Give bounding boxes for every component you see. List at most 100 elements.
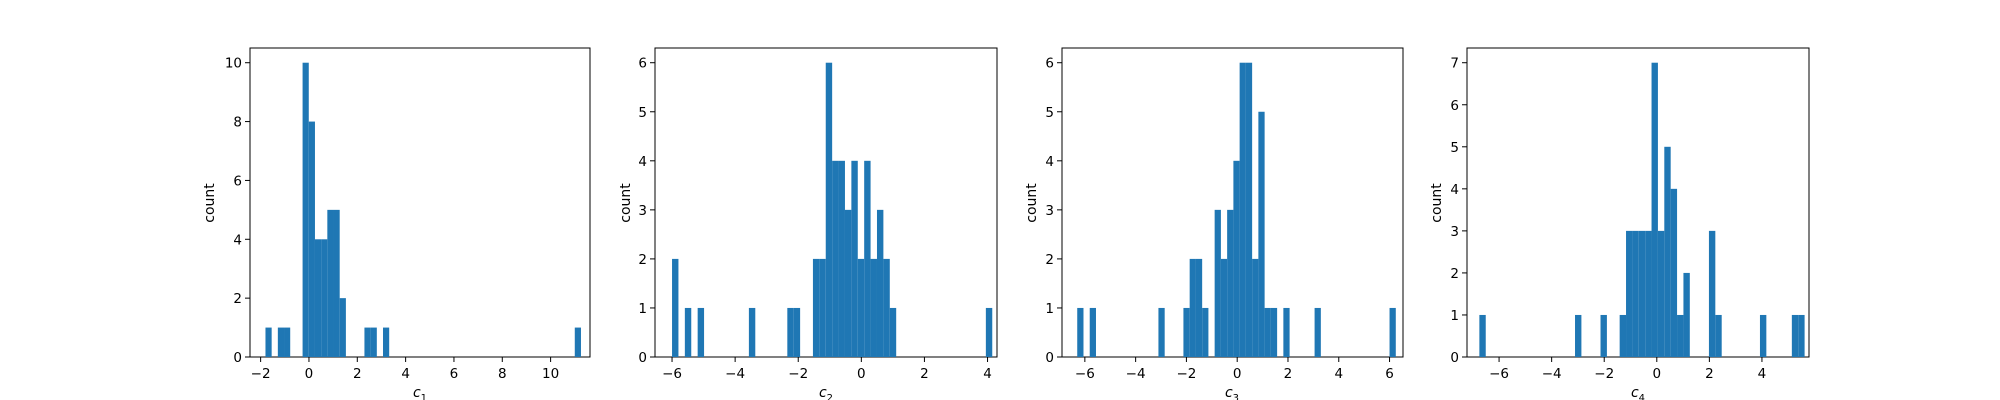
- x-ticks-group: −6 −4 −2 0 2 4: [662, 357, 992, 382]
- x-tick-label: −6: [1075, 366, 1095, 382]
- x-tick-label: −2: [788, 366, 808, 382]
- histogram-bar: [321, 239, 328, 357]
- histogram-bar: [748, 307, 756, 357]
- histogram-bar: [1077, 307, 1084, 357]
- y-ticks-group: 0 1 2 3 4 5 6 7: [1450, 56, 1467, 366]
- y-tick-label: 2: [638, 252, 647, 268]
- y-tick-label: 2: [233, 291, 242, 307]
- x-ticks-group: −2 0 2 4 6 8 10: [251, 357, 559, 382]
- histogram-bar: [327, 209, 334, 357]
- y-tick-label: 5: [1045, 105, 1054, 121]
- histogram-bar: [1715, 314, 1722, 357]
- histogram-bar: [883, 258, 890, 357]
- histogram-bar: [889, 307, 897, 357]
- histogram-bar: [1220, 258, 1228, 357]
- y-tick-label: 2: [1450, 266, 1459, 282]
- y-tick-label: 8: [233, 115, 242, 131]
- y-tick-label: 1: [1045, 301, 1054, 317]
- y-axis-label: count: [618, 183, 634, 223]
- histogram-bar: [1657, 230, 1665, 357]
- histogram-bar: [1239, 62, 1246, 358]
- bars-group: [672, 62, 993, 358]
- histogram-bar: [787, 307, 794, 357]
- histogram-bar: [383, 327, 390, 357]
- x-tick-label: 6: [450, 366, 459, 382]
- histogram-bar: [876, 209, 884, 357]
- histogram-bar: [370, 327, 377, 357]
- x-axis-label: c3: [1225, 385, 1239, 400]
- y-tick-label: 0: [1450, 350, 1459, 366]
- x-tick-label: 4: [1334, 366, 1343, 382]
- y-tick-label: 0: [1045, 350, 1054, 366]
- x-tick-label: −4: [1542, 366, 1562, 382]
- histogram-bar: [793, 307, 801, 357]
- histogram-panel-c1: −2 0 2 4 6 8 10 0 2 4 6 8 10 c1 count: [202, 47, 591, 400]
- y-axis-label: count: [1429, 183, 1445, 223]
- y-tick-label: 3: [1450, 224, 1459, 240]
- histogram-bar: [1708, 230, 1716, 357]
- x-tick-label: 0: [1233, 366, 1242, 382]
- histogram-bar: [277, 327, 285, 357]
- y-tick-label: 4: [1045, 154, 1054, 170]
- x-axis-label-base: c: [819, 385, 827, 400]
- x-tick-label: −6: [1489, 366, 1509, 382]
- histogram-bar: [870, 258, 877, 357]
- x-tick-label: −2: [251, 366, 271, 382]
- histogram-bar: [1264, 307, 1271, 357]
- y-tick-label: 5: [1450, 140, 1459, 156]
- y-ticks-group: 0 2 4 6 8 10: [225, 56, 250, 366]
- y-tick-label: 6: [1045, 56, 1054, 72]
- y-tick-label: 4: [1450, 182, 1459, 198]
- x-ticks-group: −6 −4 −2 0 2 4 6: [1075, 357, 1394, 382]
- histogram-bar: [1600, 314, 1607, 357]
- histogram-bar: [812, 258, 820, 357]
- histogram-bar: [574, 327, 581, 357]
- y-tick-label: 4: [233, 232, 242, 248]
- x-tick-label: −4: [1126, 366, 1146, 382]
- histogram-bar: [1626, 230, 1633, 357]
- histogram-bar: [265, 327, 272, 357]
- x-tick-label: 10: [542, 366, 559, 382]
- x-tick-label: 0: [1652, 366, 1661, 382]
- y-tick-label: 0: [638, 350, 647, 366]
- x-ticks-group: −6 −4 −2 0 2 4: [1489, 357, 1766, 382]
- y-tick-label: 6: [233, 173, 242, 189]
- histogram-bar: [1389, 307, 1396, 357]
- histogram-bar: [1683, 272, 1690, 357]
- bars-group: [1077, 62, 1396, 358]
- x-tick-label: 2: [920, 366, 929, 382]
- y-ticks-group: 0 1 2 3 4 5 6: [638, 56, 655, 366]
- y-axis-label: count: [1024, 183, 1040, 223]
- histogram-bar: [1245, 62, 1253, 358]
- x-tick-label: 0: [857, 366, 866, 382]
- histogram-bar: [1479, 314, 1486, 357]
- y-tick-label: 7: [1450, 56, 1459, 72]
- histogram-bar: [851, 160, 858, 357]
- histogram-bar: [308, 121, 315, 357]
- y-tick-label: 4: [638, 154, 647, 170]
- histogram-bar: [1619, 314, 1627, 357]
- histogram-bar: [1202, 307, 1209, 357]
- histogram-bar: [314, 239, 322, 357]
- histogram-bar: [284, 327, 291, 357]
- histogram-bar: [1664, 146, 1671, 357]
- y-axis-label: count: [202, 183, 218, 223]
- histogram-bar: [1645, 230, 1652, 357]
- y-tick-label: 3: [1045, 203, 1054, 219]
- x-tick-label: 2: [1705, 366, 1714, 382]
- y-tick-label: 6: [1450, 98, 1459, 114]
- histogram-bar: [832, 160, 839, 357]
- x-tick-label: −2: [1594, 366, 1614, 382]
- histogram-bar: [1089, 307, 1096, 357]
- y-tick-label: 0: [233, 350, 242, 366]
- histogram-bar: [364, 327, 371, 357]
- histogram-bar: [1638, 230, 1646, 357]
- histogram-bar: [1227, 209, 1234, 357]
- x-tick-label: 0: [305, 366, 314, 382]
- histogram-bar: [1670, 188, 1678, 357]
- histogram-bar: [844, 209, 852, 357]
- histogram-bar: [672, 258, 679, 357]
